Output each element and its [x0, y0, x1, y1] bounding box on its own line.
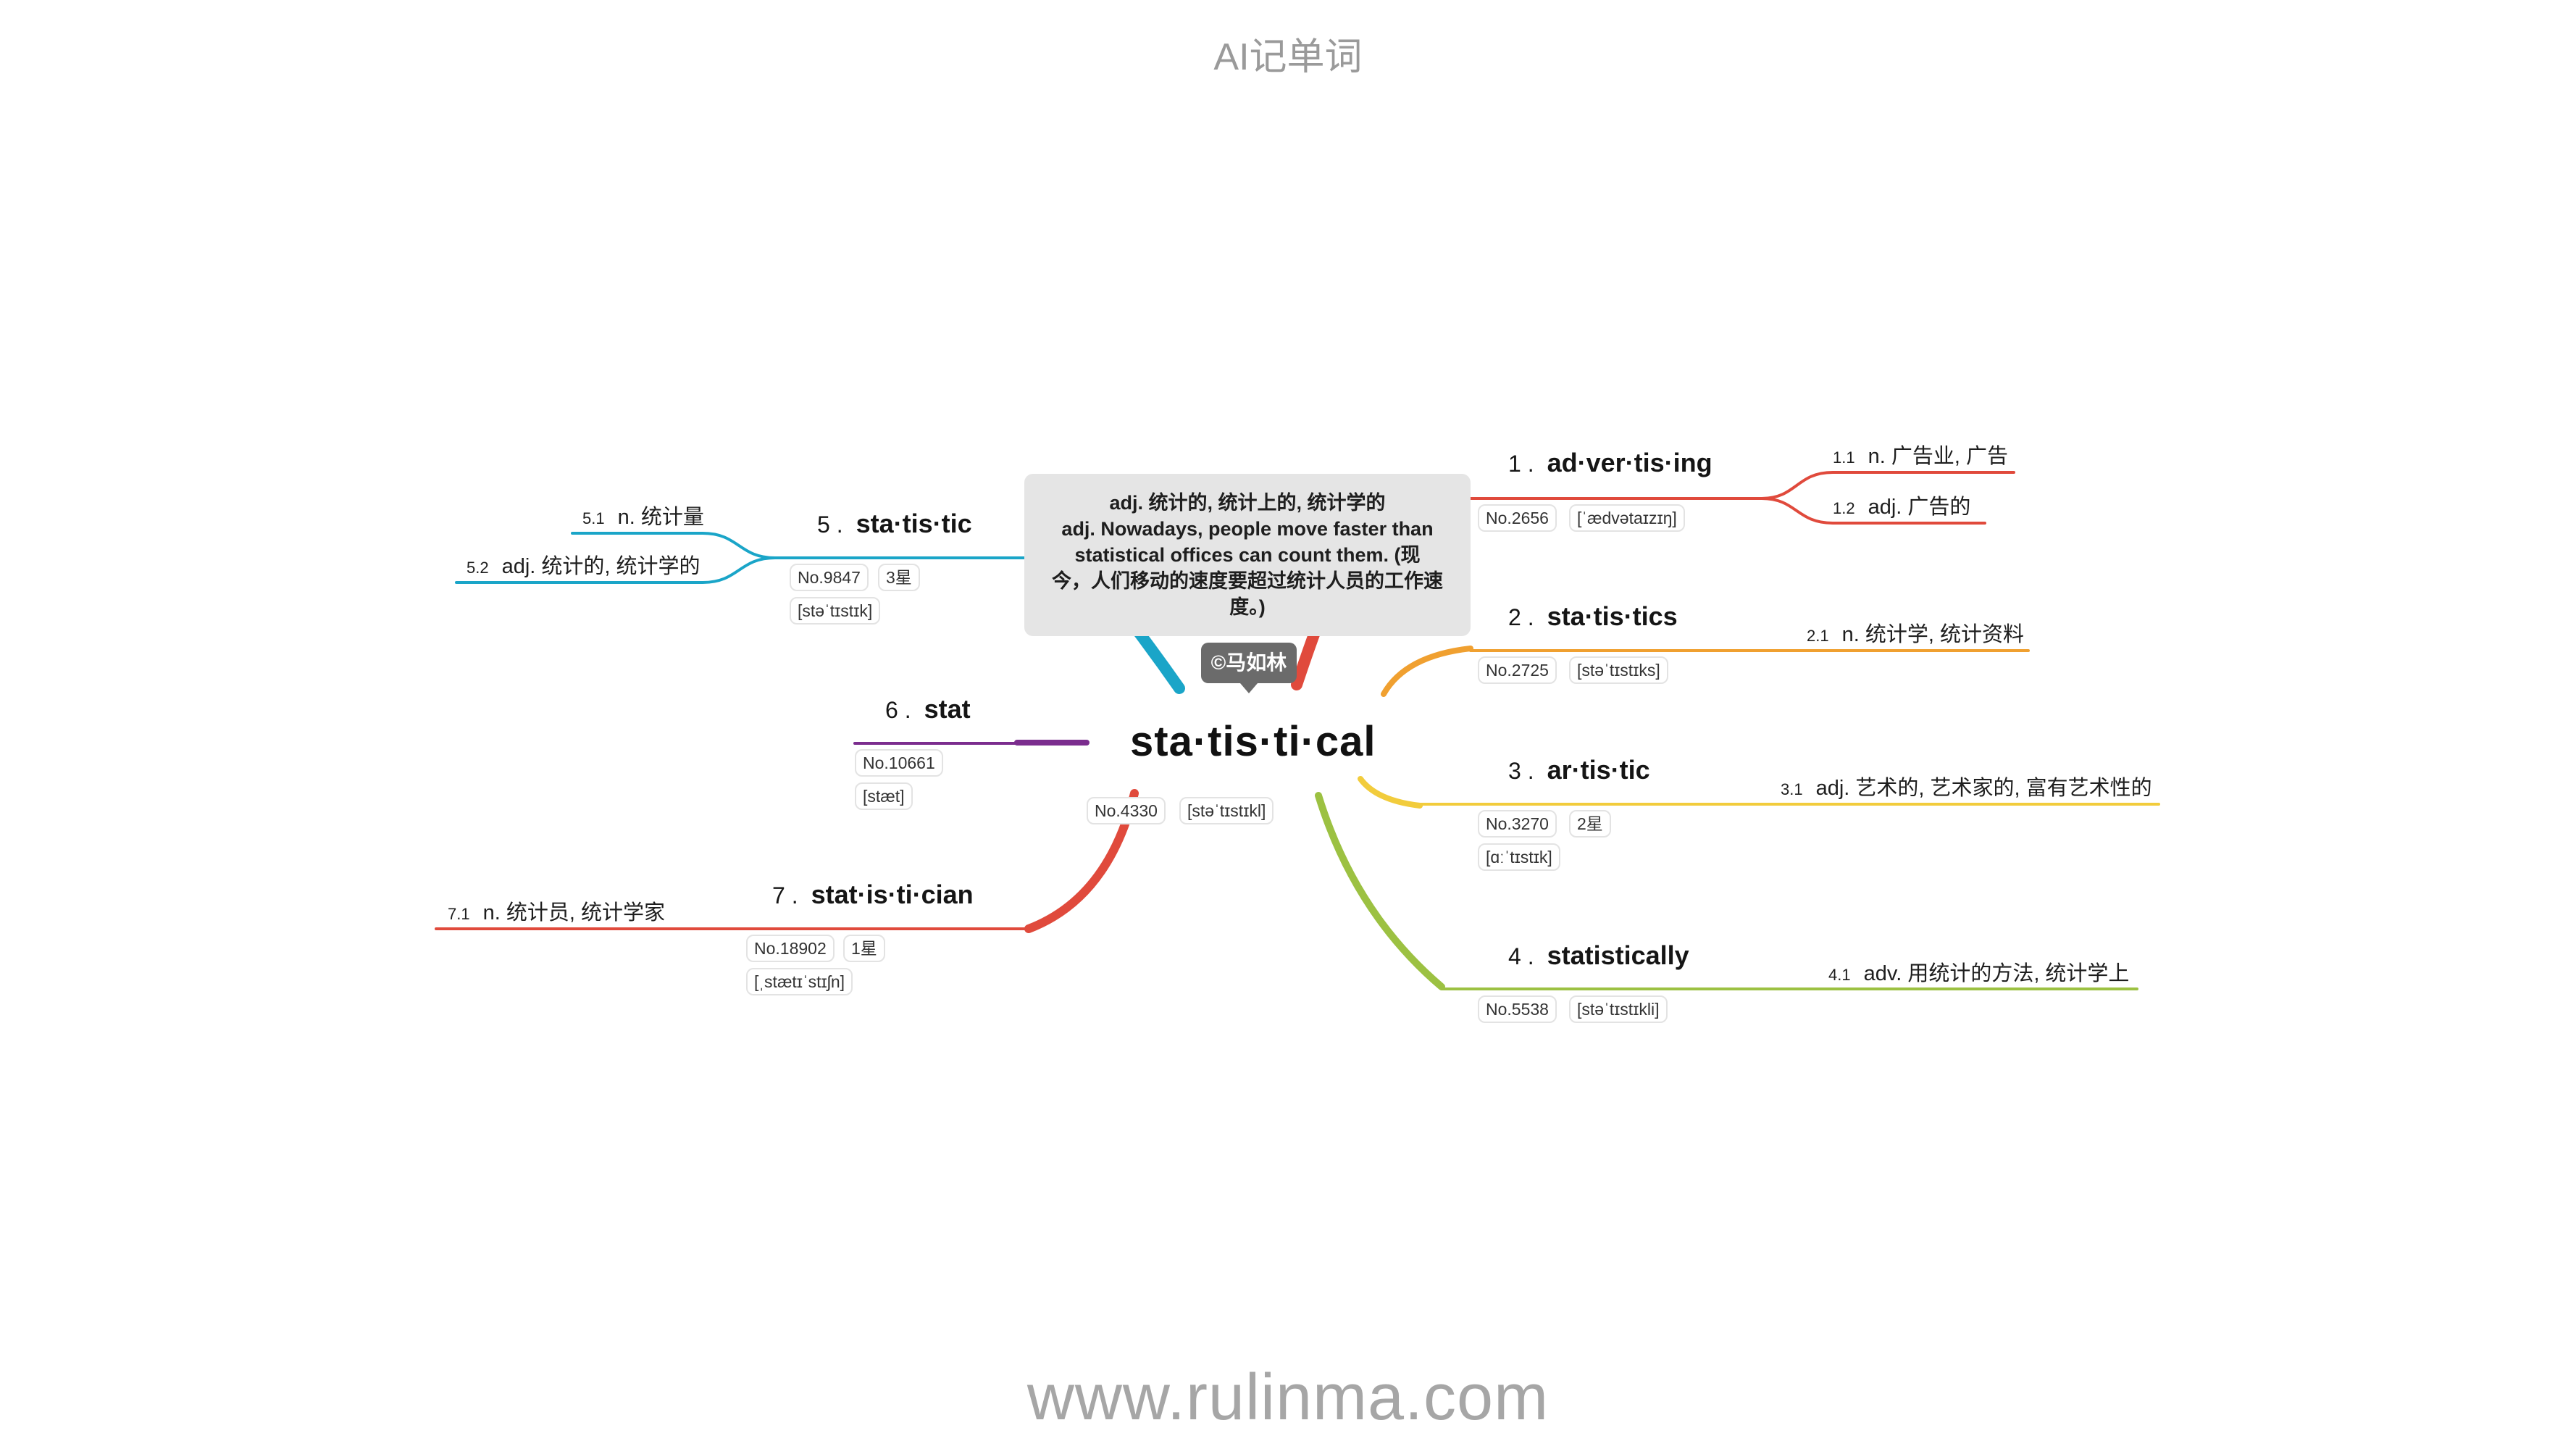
- sense-text: n. 广告业, 广告: [1868, 445, 2008, 468]
- sense-text: adj. 广告的: [1868, 496, 1971, 519]
- branch-phonetic: [ˈædvətaɪzɪŋ]: [1569, 504, 1685, 532]
- sense-number: 2.1: [1807, 627, 1829, 645]
- sense-item[interactable]: 3.1 adj. 艺术的, 艺术家的, 富有艺术性的: [1781, 771, 2152, 801]
- central-word-number: No.4330: [1087, 797, 1166, 824]
- sense-link-1-1: [1760, 471, 2015, 500]
- sense-number: 4.1: [1828, 966, 1851, 984]
- sense-item[interactable]: 4.1 adv. 用统计的方法, 统计学上: [1828, 956, 2129, 987]
- website-url: www.rulinma.com: [1026, 1361, 1550, 1434]
- tooltip-line: statistical offices can count them. (现: [1074, 544, 1421, 566]
- branch-index: 2 .: [1508, 604, 1534, 630]
- branch-phonetic: [stəˈtɪstɪkli]: [1569, 995, 1668, 1023]
- sense-text: adj. 艺术的, 艺术家的, 富有艺术性的: [1815, 777, 2152, 800]
- branch-word-artistic[interactable]: 3 . ar·tis·tic: [1508, 755, 1650, 785]
- sense-number: 3.1: [1781, 780, 1803, 798]
- tooltip-line: adj. Nowadays, people move faster than: [1061, 518, 1434, 540]
- central-word[interactable]: sta·tis·ti·cal: [1130, 718, 1376, 765]
- sense-text: n. 统计员, 统计学家: [482, 901, 665, 924]
- branch-word: stat: [924, 694, 971, 724]
- branch-phonetic: [ˌstætɪˈstɪʃn]: [746, 968, 853, 995]
- trunk-artistic: [1358, 776, 1423, 809]
- sense-item[interactable]: 1.1 n. 广告业, 广告: [1833, 439, 2008, 469]
- sense-item[interactable]: 7.1 n. 统计员, 统计学家: [448, 895, 665, 926]
- branch-stars: 1星: [843, 935, 885, 962]
- branch-stars: 2星: [1569, 810, 1611, 838]
- branch-number: No.2656: [1478, 504, 1557, 532]
- sense-number: 1.1: [1833, 448, 1855, 467]
- branch-word: statistically: [1547, 940, 1689, 970]
- sense-text: adv. 用统计的方法, 统计学上: [1863, 962, 2130, 985]
- branch-number: No.3270: [1478, 810, 1557, 838]
- branch-index: 5 .: [817, 511, 843, 538]
- branch-index: 1 .: [1508, 451, 1534, 477]
- central-word-phonetic: [stəˈtɪstɪkl]: [1179, 797, 1274, 824]
- branch-number: No.9847: [790, 564, 869, 591]
- sense-item[interactable]: 5.2 adj. 统计的, 统计学的: [467, 549, 701, 580]
- branch-index: 4 .: [1508, 943, 1534, 969]
- author-badge: ©马如林: [1201, 643, 1297, 693]
- sense-number: 5.2: [467, 559, 489, 577]
- branch-word: stat·is·ti·cian: [811, 880, 974, 909]
- branch-number: No.2725: [1478, 656, 1557, 684]
- sense-number: 5.1: [582, 509, 605, 527]
- definition-tooltip: adj. 统计的, 统计上的, 统计学的 adj. Nowadays, peop…: [1024, 474, 1471, 636]
- branch-word-advertising[interactable]: 1 . ad·ver·tis·ing: [1508, 448, 1713, 478]
- branch-phonetic: [stəˈtɪstɪk]: [790, 597, 881, 625]
- sense-text: n. 统计量: [617, 506, 704, 529]
- branch-phonetic: [stəˈtɪstɪks]: [1569, 656, 1668, 684]
- branch-word-statistics[interactable]: 2 . sta·tis·tics: [1508, 601, 1678, 632]
- branch-word: ad·ver·tis·ing: [1547, 448, 1713, 477]
- branch-word-statistically[interactable]: 4 . statistically: [1508, 940, 1689, 971]
- branch-index: 3 .: [1508, 758, 1534, 784]
- sense-item[interactable]: 2.1 n. 统计学, 统计资料: [1807, 617, 2024, 648]
- branch-number: No.10661: [855, 749, 943, 777]
- branch-phonetic: [stæt]: [855, 782, 913, 810]
- tooltip-line: 今，人们移动的速度要超过统计人员的工作速: [1052, 570, 1443, 592]
- sense-link-5-1: [571, 532, 777, 559]
- tooltip-line: 度。): [1229, 596, 1266, 618]
- trunk-statistically: [1315, 792, 1445, 990]
- trunk-statistic: [1132, 625, 1185, 694]
- trunk-statistics: [1381, 646, 1473, 697]
- sense-item[interactable]: 5.1 n. 统计量: [582, 500, 704, 530]
- branch-word-statistician[interactable]: 7 . stat·is·ti·cian: [772, 880, 974, 910]
- app-title: AI记单词: [1213, 36, 1363, 78]
- sense-text: adj. 统计的, 统计学的: [501, 555, 701, 578]
- sense-item[interactable]: 1.2 adj. 广告的: [1833, 490, 1970, 520]
- branch-index: 7 .: [772, 882, 798, 909]
- sense-number: 7.1: [448, 905, 470, 923]
- branch-word: ar·tis·tic: [1547, 755, 1650, 785]
- branch-index: 6 .: [885, 697, 911, 723]
- branch-number: No.18902: [746, 935, 835, 962]
- tooltip-line: adj. 统计的, 统计上的, 统计学的: [1109, 492, 1386, 514]
- branch-number: No.5538: [1478, 995, 1557, 1023]
- sense-text: n. 统计学, 统计资料: [1841, 623, 2024, 646]
- branch-word-stat[interactable]: 6 . stat: [885, 694, 971, 724]
- branch-word: sta·tis·tics: [1547, 601, 1678, 631]
- branch-stars: 3星: [878, 564, 920, 591]
- sense-number: 1.2: [1833, 499, 1855, 517]
- sense-link-5-2: [455, 556, 777, 584]
- sense-link-1-2: [1760, 497, 1986, 525]
- branch-word-statistic[interactable]: 5 . sta·tis·tic: [817, 509, 972, 539]
- branch-word: sta·tis·tic: [856, 509, 972, 538]
- branch-phonetic: [ɑːˈtɪstɪk]: [1478, 843, 1560, 871]
